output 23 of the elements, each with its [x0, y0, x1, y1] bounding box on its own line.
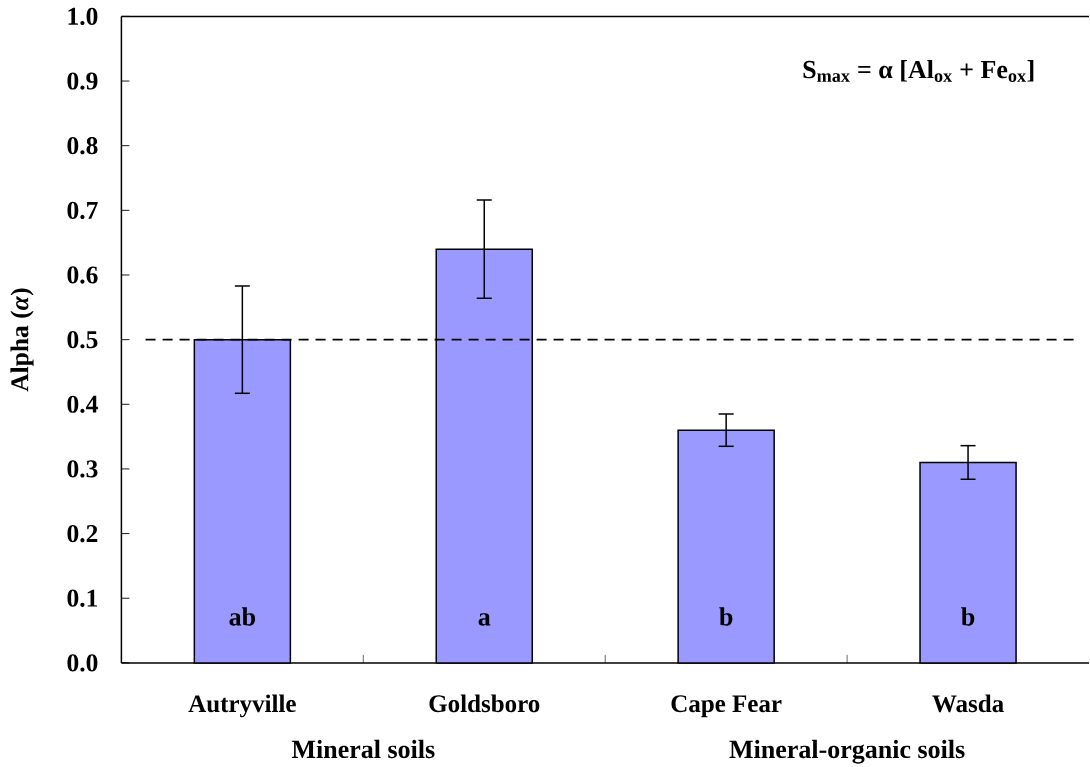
text: Mineral-organic soils [729, 739, 965, 764]
annotation: ab [229, 607, 256, 626]
annotation: S$_{max}$ = α [Al$_{ox}$ + Fe$_{ox}$] [803, 60, 1034, 82]
y-tick-label: 0.7 [67, 201, 98, 219]
y-tick-label: 0.1 [67, 589, 98, 607]
x-tick-label: Goldsboro [429, 694, 540, 713]
x-tick-label: Cape Fear [671, 695, 782, 718]
annotation: b [961, 607, 975, 626]
x-tick-label: Autryville [188, 694, 296, 718]
y-tick-label: 1.0 [68, 7, 98, 26]
y-tick-label: 0.9 [67, 72, 98, 90]
y-tick-label: 0.3 [67, 460, 98, 478]
y-axis-title: Alpha (α) [10, 288, 34, 392]
annotation: a [478, 613, 491, 626]
y-tick-label: 0.5 [67, 330, 98, 349]
y-tick-label: 0.4 [67, 395, 98, 413]
text: Mineral soils [291, 739, 435, 759]
y-tick-label: 0.0 [67, 654, 98, 672]
y-tick-label: 0.6 [67, 266, 98, 284]
y-tick-label: 0.2 [67, 524, 98, 543]
y-tick-label: 0.8 [67, 137, 98, 155]
annotation: b [719, 607, 733, 626]
x-tick-label: Wasda [932, 694, 1004, 713]
